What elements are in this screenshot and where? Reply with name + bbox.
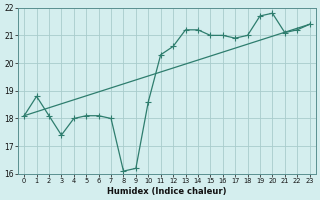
X-axis label: Humidex (Indice chaleur): Humidex (Indice chaleur) xyxy=(107,187,227,196)
